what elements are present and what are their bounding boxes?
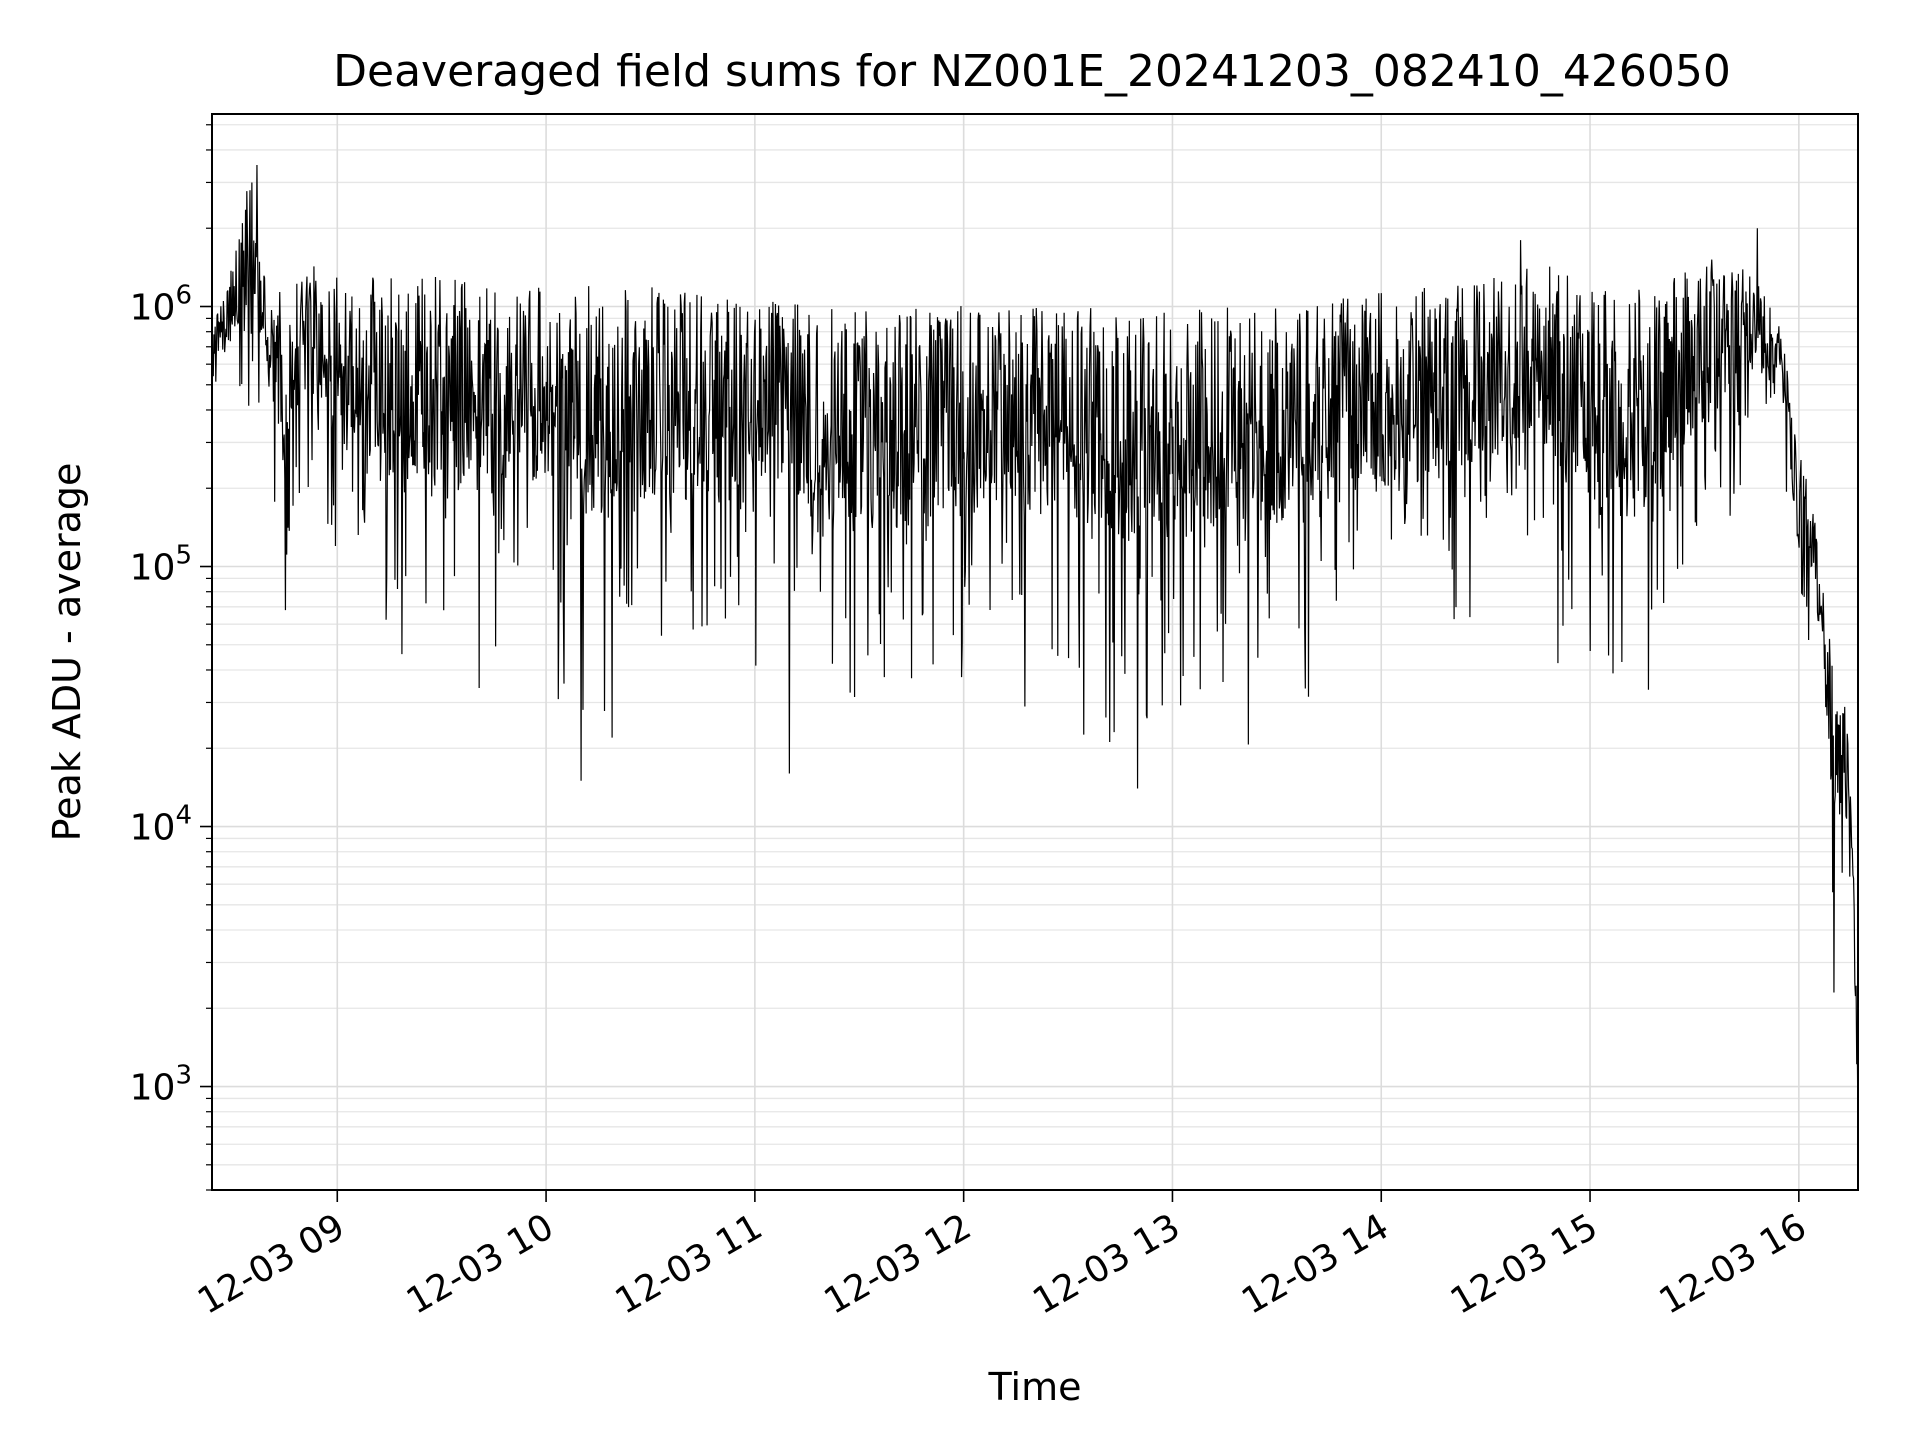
y-tick-label: 105 [130,541,192,589]
y-axis-label: Peak ADU - average [45,463,89,842]
y-tick-label: 104 [130,801,192,849]
y-tick-label: 106 [130,281,192,329]
series-line [211,165,1859,1136]
x-tick-label: 12-03 11 [609,1206,770,1322]
x-axis-label: Time [988,1365,1082,1409]
plot-frame [211,113,1859,1191]
grid-layer [212,114,1858,1191]
x-tick-label: 12-03 09 [191,1206,352,1322]
x-tick-label: 12-03 13 [1026,1206,1187,1322]
x-tick-label: 12-03 15 [1444,1206,1605,1322]
y-tick-label: 103 [130,1061,192,1109]
x-tick-label: 12-03 12 [817,1206,978,1322]
x-tick-label: 12-03 14 [1235,1206,1396,1322]
x-tick-label: 12-03 16 [1653,1206,1814,1322]
chart-title: Deaveraged field sums for NZ001E_2024120… [333,46,1731,97]
x-tick-label: 12-03 10 [400,1206,561,1322]
plot-area [211,165,1859,1136]
